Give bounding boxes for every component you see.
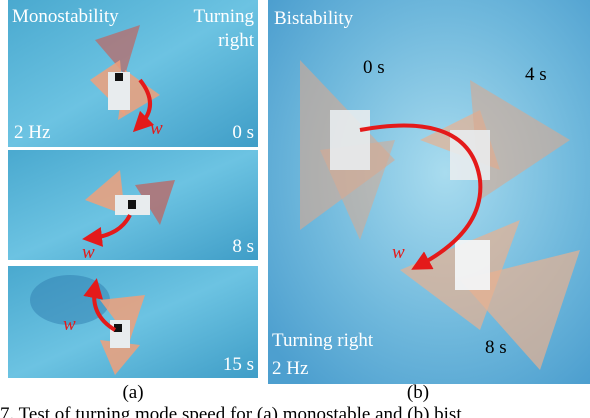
- panel-a-frame-2: 8 s w: [8, 150, 258, 263]
- time-label: 4 s: [525, 64, 547, 85]
- panel-label: (a): [122, 382, 143, 403]
- figure: Monostability Turning right 2 Hz 0 s w 8…: [0, 0, 590, 418]
- time-label: 0 s: [363, 57, 385, 78]
- frequency: 2 Hz: [272, 358, 308, 379]
- arrow-label: w: [392, 242, 405, 263]
- direction-line: right: [218, 30, 255, 51]
- caption: 7. Test of turning mode speed for (a) mo…: [0, 404, 462, 418]
- time-label: 8 s: [232, 236, 254, 257]
- direction-line: Turning: [193, 6, 254, 27]
- direction: Turning right: [272, 330, 374, 351]
- time-label: 8 s: [485, 337, 507, 358]
- panel-a-frame-3: 15 s w: [8, 266, 258, 378]
- panel-b: Bistability 0 s 4 s 8 s w Turning right …: [268, 0, 590, 384]
- arrow-label: w: [63, 314, 76, 335]
- frame-title: Monostability: [12, 6, 119, 27]
- panel-title: Bistability: [274, 8, 354, 29]
- time-label: 0 s: [232, 122, 254, 143]
- time-label: 15 s: [223, 354, 254, 375]
- panel-a-frame-1: Monostability Turning right 2 Hz 0 s w: [8, 0, 258, 147]
- panel-label: (b): [407, 382, 429, 403]
- figure-svg: Monostability Turning right 2 Hz 0 s w 8…: [0, 0, 590, 418]
- frequency: 2 Hz: [14, 122, 50, 143]
- arrow-label: w: [82, 242, 95, 263]
- arrow-label: w: [150, 118, 163, 139]
